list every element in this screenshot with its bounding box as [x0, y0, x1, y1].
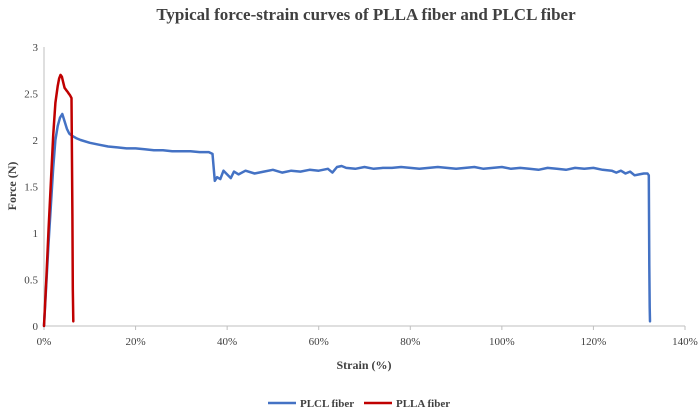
y-tick-label: 0 — [33, 321, 39, 333]
y-tick-label: 3 — [33, 42, 39, 54]
x-tick-label: 0% — [37, 336, 52, 348]
y-tick-label: 1 — [33, 228, 39, 240]
legend: PLCL fiber PLLA fiber — [268, 398, 450, 410]
series-line-plla-fiber — [42, 73, 75, 328]
y-tick-label: 2.5 — [24, 89, 38, 101]
x-tick-label: 60% — [309, 336, 329, 348]
y-tick-label: 0.5 — [24, 275, 38, 287]
x-axis-label: Strain (%) — [337, 358, 392, 372]
y-axis-label: Force (N) — [5, 162, 19, 211]
x-tick-label: 120% — [581, 336, 607, 348]
series-line-plcl-fiber — [42, 112, 652, 328]
x-tick-label: 80% — [400, 336, 420, 348]
chart-title: Typical force-strain curves of PLLA fibe… — [156, 5, 576, 24]
legend-label: PLCL fiber — [300, 398, 354, 410]
x-tick-label: 100% — [489, 336, 515, 348]
y-axis-ticks: 0 0.5 1 1.5 2 2.5 3 — [24, 42, 38, 333]
x-axis-ticks: 0% 20% 40% 60% 80% 100% 120% 140% — [37, 326, 698, 348]
y-tick-label: 1.5 — [24, 182, 38, 194]
x-tick-label: 40% — [217, 336, 237, 348]
x-tick-label: 20% — [125, 336, 145, 348]
series-layer — [42, 73, 652, 328]
legend-label: PLLA fiber — [396, 398, 450, 410]
x-tick-label: 140% — [672, 336, 698, 348]
y-tick-label: 2 — [33, 135, 39, 147]
